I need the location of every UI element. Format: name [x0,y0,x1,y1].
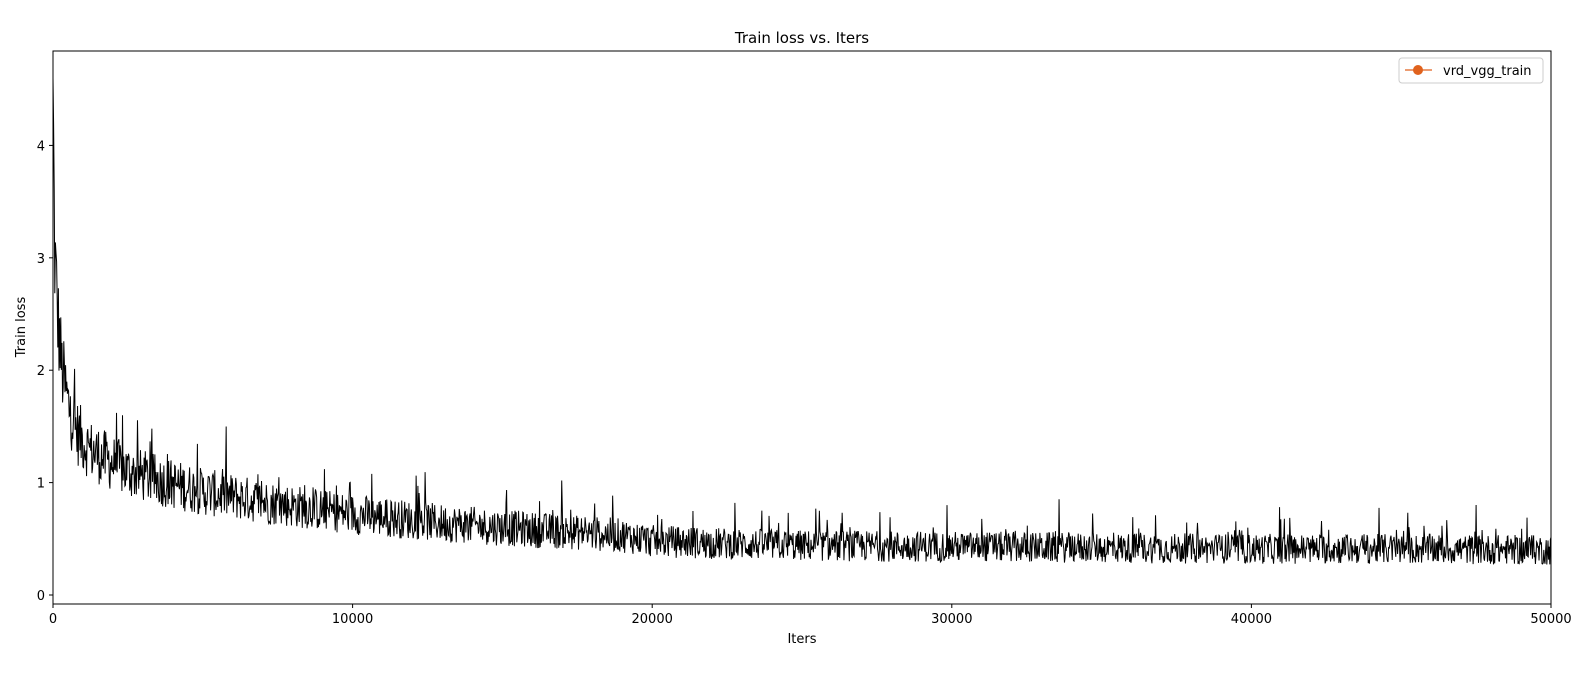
legend-label: vrd_vgg_train [1443,64,1532,79]
plot-area [53,77,1551,565]
legend-box [1398,57,1544,84]
y-tick-label: 0 [37,589,45,604]
plot-frame [52,50,1552,605]
x-axis-ticks: 0 10000 20000 30000 40000 50000 [49,604,1572,627]
x-tick-label: 10000 [332,612,373,627]
x-tick-label: 30000 [931,612,972,627]
legend-marker-icon [1413,65,1423,75]
y-tick-label: 1 [37,477,45,492]
x-tick-label: 0 [49,612,57,627]
y-tick-label: 2 [37,364,45,379]
x-tick-label: 40000 [1231,612,1272,627]
y-axis-ticks: 0 1 2 3 4 [37,139,53,604]
legend: vrd_vgg_train [1398,57,1544,84]
y-axis-label: Train loss [14,297,29,359]
y-tick-label: 3 [37,252,45,267]
x-tick-label: 50000 [1530,612,1571,627]
x-tick-label: 20000 [632,612,673,627]
x-axis-label: Iters [787,632,816,647]
y-tick-label: 4 [37,139,45,154]
chart-title: Train loss vs. Iters [734,29,869,47]
series-line-vrd-vgg-train [53,77,1551,565]
